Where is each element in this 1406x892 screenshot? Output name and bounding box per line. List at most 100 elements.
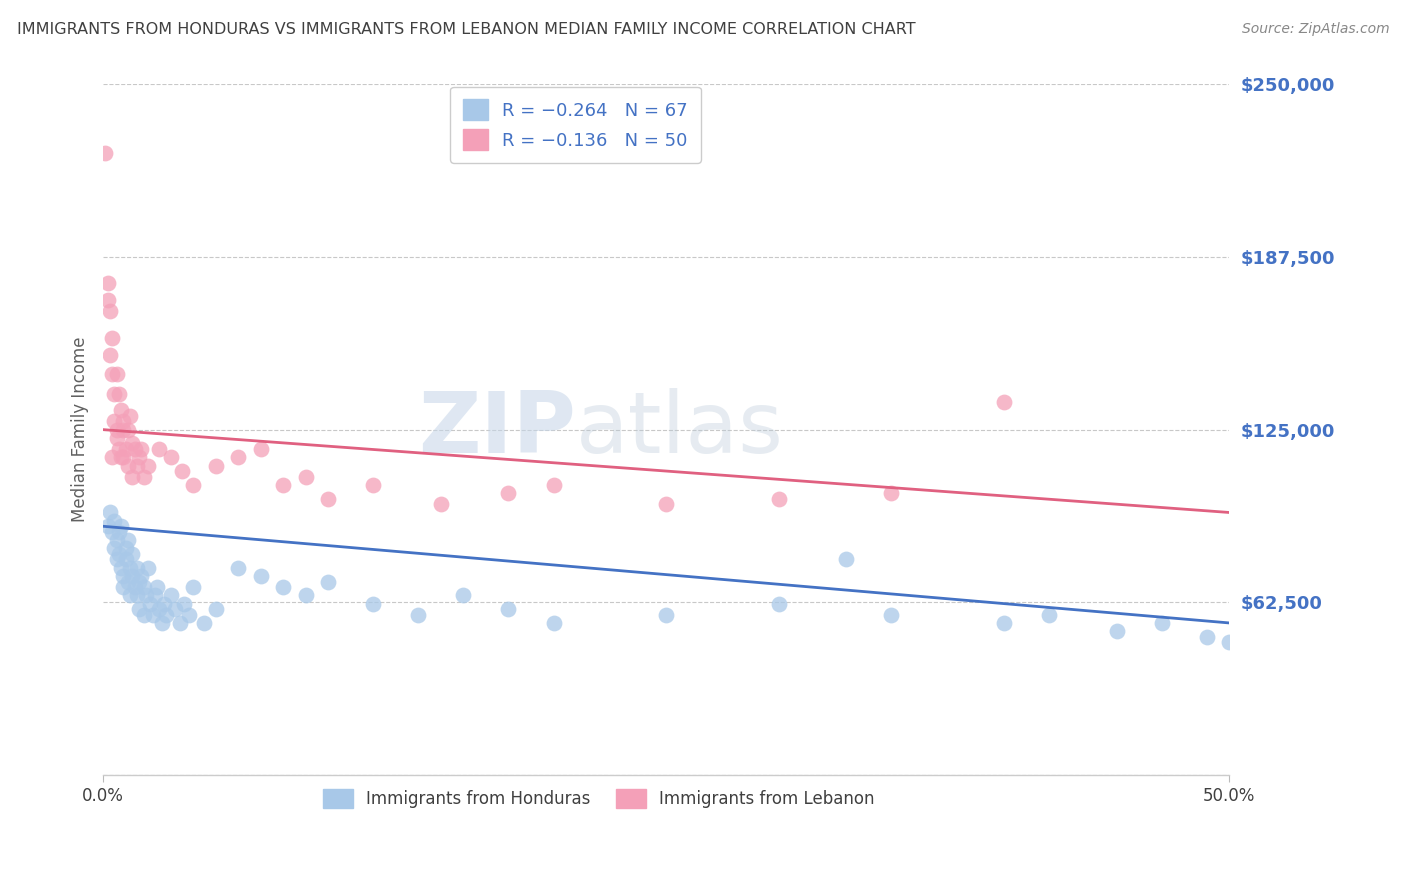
- Point: [1195, 630, 1218, 644]
- Point: [124, 580, 146, 594]
- Point: [120, 560, 142, 574]
- Point: [173, 597, 195, 611]
- Point: [318, 491, 340, 506]
- Point: [110, 560, 132, 574]
- Point: [125, 560, 148, 574]
- Point: [249, 569, 271, 583]
- Point: [108, 442, 131, 456]
- Point: [543, 478, 565, 492]
- Point: [768, 491, 790, 506]
- Point: [132, 580, 155, 594]
- Point: [655, 497, 678, 511]
- Point: [128, 602, 150, 616]
- Point: [114, 541, 136, 556]
- Point: [1038, 607, 1060, 622]
- Point: [155, 607, 177, 622]
- Point: [128, 450, 150, 465]
- Point: [112, 423, 135, 437]
- Point: [318, 574, 340, 589]
- Point: [204, 602, 226, 616]
- Point: [165, 602, 187, 616]
- Point: [1150, 615, 1173, 630]
- Point: [98, 506, 121, 520]
- Point: [993, 615, 1015, 630]
- Point: [148, 442, 170, 456]
- Point: [226, 450, 249, 465]
- Point: [498, 486, 520, 500]
- Point: [295, 588, 318, 602]
- Point: [880, 486, 903, 500]
- Point: [124, 442, 146, 456]
- Point: [177, 607, 200, 622]
- Point: [121, 469, 143, 483]
- Point: [159, 450, 181, 465]
- Point: [363, 597, 385, 611]
- Point: [103, 386, 125, 401]
- Point: [105, 552, 128, 566]
- Point: [136, 560, 159, 574]
- Point: [98, 304, 121, 318]
- Point: [132, 607, 155, 622]
- Point: [153, 597, 176, 611]
- Point: [131, 442, 153, 456]
- Point: [655, 607, 678, 622]
- Point: [142, 607, 165, 622]
- Point: [108, 386, 131, 401]
- Point: [105, 431, 128, 445]
- Point: [103, 414, 125, 428]
- Point: [97, 277, 120, 291]
- Point: [112, 569, 135, 583]
- Point: [128, 574, 150, 589]
- Point: [117, 533, 139, 547]
- Point: [125, 588, 148, 602]
- Point: [98, 348, 121, 362]
- Point: [101, 368, 124, 382]
- Point: [1105, 624, 1128, 639]
- Text: IMMIGRANTS FROM HONDURAS VS IMMIGRANTS FROM LEBANON MEDIAN FAMILY INCOME CORRELA: IMMIGRANTS FROM HONDURAS VS IMMIGRANTS F…: [17, 22, 915, 37]
- Point: [108, 524, 131, 539]
- Point: [97, 519, 120, 533]
- Point: [993, 395, 1015, 409]
- Point: [170, 464, 193, 478]
- Point: [120, 588, 142, 602]
- Point: [880, 607, 903, 622]
- Y-axis label: Median Family Income: Median Family Income: [72, 337, 89, 523]
- Point: [94, 146, 117, 161]
- Point: [271, 580, 294, 594]
- Point: [105, 368, 128, 382]
- Point: [169, 615, 191, 630]
- Text: ZIP: ZIP: [419, 388, 576, 471]
- Point: [453, 588, 475, 602]
- Point: [148, 602, 170, 616]
- Point: [204, 458, 226, 473]
- Point: [112, 580, 135, 594]
- Point: [105, 423, 128, 437]
- Point: [135, 588, 157, 602]
- Point: [249, 442, 271, 456]
- Point: [543, 615, 565, 630]
- Text: Source: ZipAtlas.com: Source: ZipAtlas.com: [1241, 22, 1389, 37]
- Legend: Immigrants from Honduras, Immigrants from Lebanon: Immigrants from Honduras, Immigrants fro…: [316, 782, 882, 814]
- Point: [363, 478, 385, 492]
- Point: [101, 331, 124, 345]
- Point: [132, 469, 155, 483]
- Point: [226, 560, 249, 574]
- Point: [121, 547, 143, 561]
- Point: [103, 541, 125, 556]
- Point: [146, 580, 169, 594]
- Point: [121, 569, 143, 583]
- Point: [408, 607, 430, 622]
- Point: [110, 519, 132, 533]
- Text: atlas: atlas: [576, 388, 785, 471]
- Point: [114, 442, 136, 456]
- Point: [139, 597, 162, 611]
- Point: [117, 574, 139, 589]
- Point: [108, 547, 131, 561]
- Point: [159, 588, 181, 602]
- Point: [101, 524, 124, 539]
- Point: [131, 569, 153, 583]
- Point: [181, 580, 204, 594]
- Point: [110, 450, 132, 465]
- Point: [271, 478, 294, 492]
- Point: [112, 450, 135, 465]
